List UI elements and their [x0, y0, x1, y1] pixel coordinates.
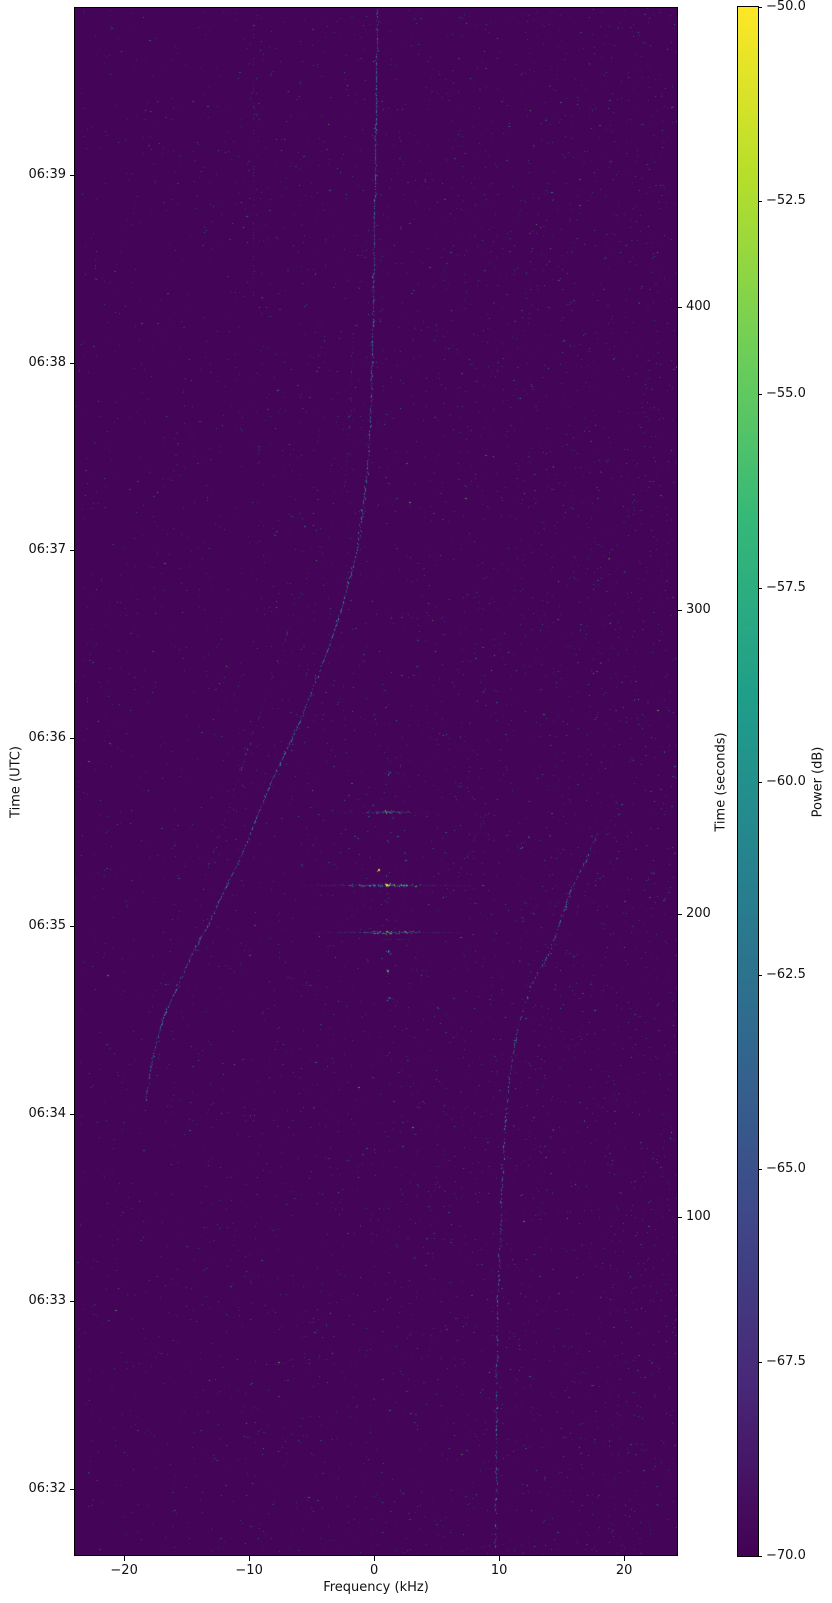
spectrogram-canvas [75, 8, 677, 1555]
colorbar-tick [758, 394, 762, 396]
y-tick-seconds [677, 1216, 682, 1218]
y-tick-utc-label: 06:38 [28, 354, 66, 370]
x-tick-label: −10 [235, 1563, 263, 1578]
colorbar-tick-label: −52.5 [766, 192, 806, 208]
y-tick-utc-label: 06:36 [28, 730, 66, 746]
colorbar-tick-label: −55.0 [766, 386, 806, 402]
colorbar-tick-label: −70.0 [766, 1548, 806, 1563]
y-tick-seconds [677, 307, 682, 309]
y-tick-utc-label: 06:33 [28, 1293, 66, 1309]
x-tick-label: 10 [490, 1563, 508, 1578]
y-tick-utc [70, 550, 75, 552]
x-tick-label: 0 [369, 1563, 379, 1578]
y-tick-seconds-label: 400 [686, 299, 711, 315]
x-tick [124, 1556, 126, 1561]
colorbar-tick [758, 587, 762, 589]
x-tick [249, 1556, 251, 1561]
colorbar-tick-label: −57.5 [766, 579, 806, 595]
y-tick-utc-label: 06:34 [28, 1105, 66, 1121]
y-tick-seconds-label: 300 [686, 602, 711, 618]
y-tick-utc [70, 1488, 75, 1490]
colorbar-label: Power (dB) [810, 746, 826, 818]
colorbar [737, 6, 759, 1557]
colorbar-tick [758, 200, 762, 202]
x-axis-label: Frequency (kHz) [323, 1580, 429, 1595]
y-tick-utc [70, 362, 75, 364]
x-tick [499, 1556, 501, 1561]
colorbar-tick [758, 1168, 762, 1170]
colorbar-tick-label: −60.0 [766, 773, 806, 789]
y-tick-seconds-label: 100 [686, 1208, 711, 1224]
colorbar-tick-label: −62.5 [766, 967, 806, 983]
x-tick [624, 1556, 626, 1561]
y-tick-seconds [677, 914, 682, 916]
y-tick-utc [70, 925, 75, 927]
colorbar-tick [758, 1362, 762, 1364]
colorbar-tick-label: −50.0 [766, 0, 806, 14]
x-tick [374, 1556, 376, 1561]
y-axis-label-left: Time (UTC) [8, 746, 24, 818]
y-tick-utc [70, 738, 75, 740]
y-tick-utc-label: 06:39 [28, 167, 66, 183]
y-tick-utc [70, 175, 75, 177]
x-tick-label: −20 [110, 1563, 138, 1578]
colorbar-tick [758, 7, 762, 8]
plot-area [74, 7, 678, 1556]
y-tick-utc [70, 1113, 75, 1115]
y-tick-utc-label: 06:32 [28, 1480, 66, 1496]
colorbar-tick [758, 1556, 762, 1557]
colorbar-tick-label: −65.0 [766, 1160, 806, 1176]
colorbar-tick-label: −67.5 [766, 1354, 806, 1370]
y-tick-seconds-label: 200 [686, 906, 711, 922]
colorbar-tick [758, 975, 762, 977]
y-tick-utc-label: 06:37 [28, 542, 66, 558]
colorbar-tick [758, 781, 762, 783]
y-tick-utc [70, 1301, 75, 1303]
y-axis-label-right: Time (seconds) [713, 732, 729, 832]
x-tick-label: 20 [615, 1563, 633, 1578]
y-tick-seconds [677, 610, 682, 612]
y-tick-utc-label: 06:35 [28, 917, 66, 933]
